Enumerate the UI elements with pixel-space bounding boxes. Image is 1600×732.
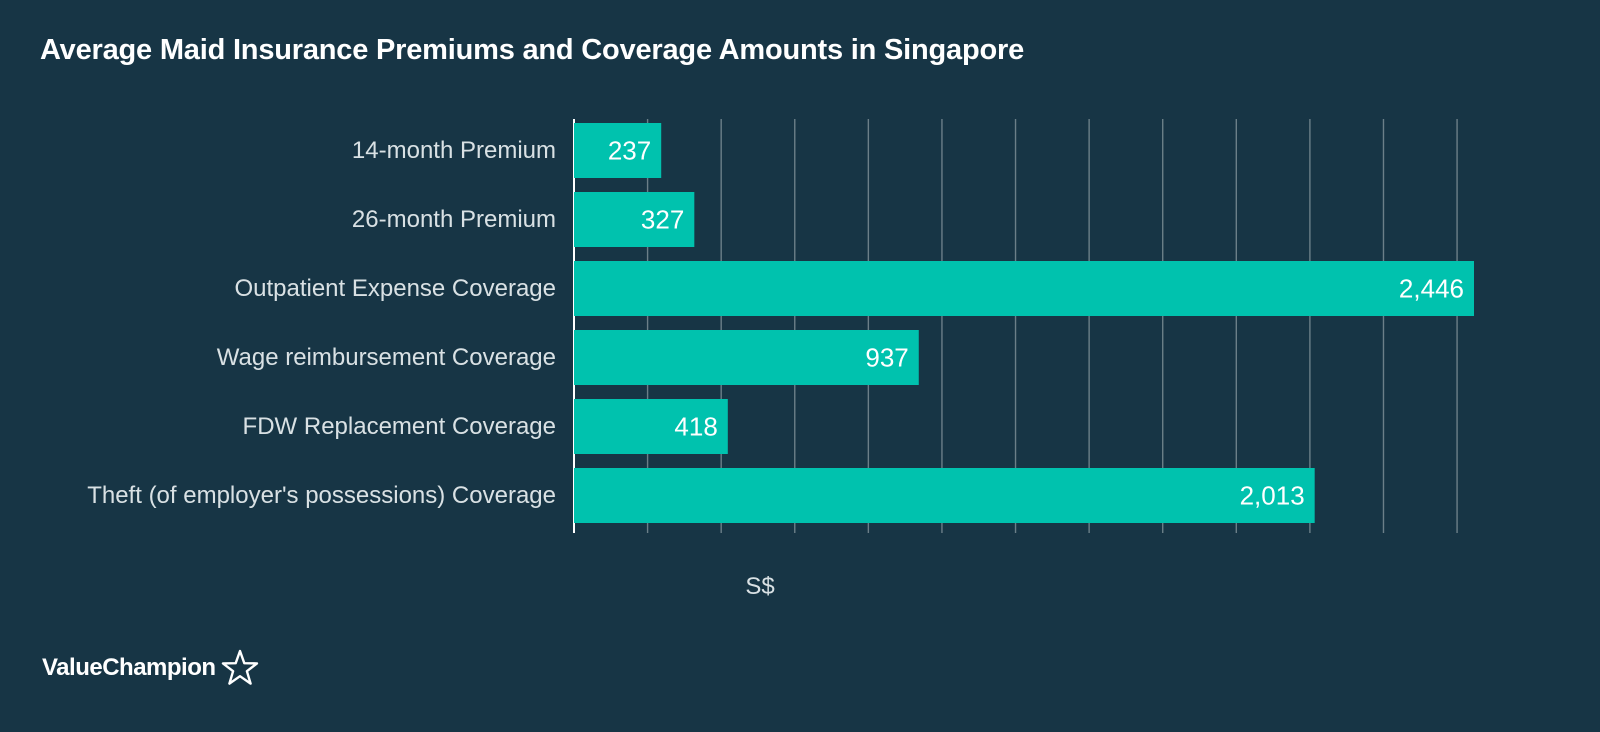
bars <box>574 123 1474 523</box>
category-label: 14-month Premium <box>352 137 556 164</box>
value-label: 2,446 <box>1399 274 1464 304</box>
brand-name: ValueChampion <box>42 654 216 681</box>
value-label: 937 <box>865 343 908 373</box>
star-outline-icon <box>220 648 260 688</box>
bar <box>574 192 695 247</box>
category-label: 26-month Premium <box>352 206 556 233</box>
value-label: 327 <box>641 205 684 235</box>
brand-logo: ValueChampion <box>42 648 260 688</box>
bar <box>574 261 1474 316</box>
gridlines <box>573 119 1458 533</box>
category-label: Outpatient Expense Coverage <box>234 275 556 302</box>
value-label: 418 <box>674 412 717 442</box>
value-label: 2,013 <box>1240 481 1305 511</box>
category-label: Wage reimbursement Coverage <box>217 344 556 371</box>
value-labels: 237 327 2,446 937 418 2,013 <box>608 136 1464 511</box>
bar <box>574 330 919 385</box>
chart-title: Average Maid Insurance Premiums and Cove… <box>40 34 1025 66</box>
bar <box>574 468 1315 523</box>
category-labels: 14-month Premium 26-month Premium Outpatie… <box>87 137 556 509</box>
category-label: Theft (of employer's possessions) Covera… <box>87 482 556 509</box>
x-axis-label: S$ <box>745 573 774 600</box>
bar <box>574 399 728 454</box>
value-label: 237 <box>608 136 651 166</box>
bar <box>574 123 662 178</box>
category-label: FDW Replacement Coverage <box>243 413 556 440</box>
